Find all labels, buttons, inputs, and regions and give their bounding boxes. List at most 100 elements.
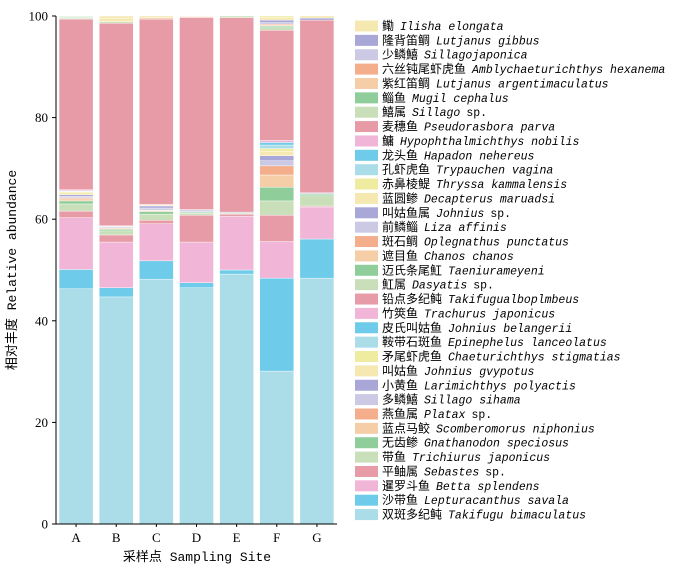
legend-item: 燕鱼属 Platax sp. [355,407,492,422]
legend-scientific-name: Mugil cephalus [412,93,509,106]
legend-item: 鱚属 Sillago sp. [355,105,487,120]
legend-item: 皮氏叫姑鱼 Johnius belangerii [355,321,572,336]
bar-F-gnathanodon-speciosus [259,186,294,202]
legend-label: 龙头鱼 Hapadon nehereus [382,148,535,163]
bar-F-liza-affinis [259,22,294,25]
bar-B-ilisha-elongata [99,15,134,19]
bar-E-takifugualboplmbeus [219,17,254,213]
legend-label: 沙带鱼 Lepturacanthus savala [382,493,569,508]
bar-F-sillago-sihama [259,160,294,167]
legend-scientific-name: Oplegnathus punctatus [424,237,569,250]
bar-F-takifugualboplmbeus [259,30,294,141]
legend-item: 蓝点马鲛 Scomberomorus niphonius [355,420,595,436]
bar-C-chanos-chanos [139,17,174,20]
bar-B-takifugualboplmbeus [99,22,134,227]
bar-G-betta-splendens [299,206,335,240]
legend-swatch [355,77,378,89]
legend-common-name: 鳓 [382,19,394,33]
legend-label: 小黄鱼 Larimichthys polyactis [382,378,576,393]
bar-G-takifugu-bimaculatus [299,277,335,525]
bar-A-sillago-sihama [58,196,94,199]
legend-suffix: sp. [473,280,494,293]
legend-label: 皮氏叫姑鱼 Johnius belangerii [382,321,572,336]
bar-A-mugil-cephalus [58,15,94,17]
legend-swatch [355,307,378,319]
legend-item: 鲻鱼 Mugil cephalus [355,91,509,106]
bar-E-sillago [219,15,254,18]
legend-common-name: 斑石鲷 [382,235,418,249]
bar-A-takifugu-bimaculatus [58,288,94,525]
legend-scientific-name: Platax [424,409,466,422]
legend-scientific-name: Sebastes [424,466,479,479]
bar-C-larimichthys-polyactis [139,205,174,209]
bar-F-platax [259,165,294,176]
bar-E-takifugu-bimaculatus [219,273,254,525]
legend-label: 带鱼 Trichiurus japonicus [382,450,550,465]
x-tick-label: B [112,530,121,545]
bar-B-trichiurus-japonicus [99,230,134,236]
legend-common-name: 鳙 [382,133,394,148]
x-tick-label: G [312,530,321,545]
legend-common-name: 麦穗鱼 [382,120,418,134]
legend-common-name: 孔虾虎鱼 [382,163,430,177]
bar-F [259,15,294,525]
legend-swatch [355,509,378,521]
x-tick-label: A [71,530,81,545]
bar-C-sillago-sihama [139,207,174,211]
legend-swatch [355,379,378,391]
legend-item: 蓝圆鲹 Decapterus maruadsi [355,191,555,206]
bar-C-takifugualboplmbeus [139,18,174,205]
bar-C-sebastes [139,220,174,224]
legend-swatch [355,207,378,219]
legend-swatch [355,264,378,276]
legend-common-name: 紫红笛鲷 [382,75,430,90]
legend-label: 矛尾虾虎鱼 Chaeturichthys stigmatias [382,350,621,365]
bar-C-decapterus-maruadsi [139,15,174,18]
bar-G-johnius [299,17,335,21]
bar-D [179,15,214,525]
legend-swatch [355,178,378,190]
legend-swatch [355,221,378,233]
legend-label: 多鳞鱚 Sillago sihama [382,393,521,408]
legend-swatch [355,351,378,363]
bar-A-takifugualboplmbeus [58,18,94,190]
bar-D-betta-splendens [179,241,214,283]
legend-item: 赤鼻棱鳀 Thryssa kammalensis [355,176,567,192]
legend-swatch [355,494,378,506]
legend-scientific-name: Taeniurameyeni [448,265,545,278]
legend-item: 魟属 Dasyatis sp. [355,278,494,293]
legend-swatch [355,437,378,449]
legend-swatch [355,279,378,291]
legend-scientific-name: Sillago [412,107,460,120]
legend-swatch [355,192,378,204]
bar-B [99,15,134,525]
legend-item: 叫姑鱼属 Johnius sp. [355,206,511,221]
bar-F-taeniurameyeni [259,25,294,28]
y-axis-title: 相对丰度 Relative abundance [4,170,20,370]
legend-swatch [355,365,378,377]
bar-C-takifugu-bimaculatus [139,278,174,525]
legend-label: 斑石鲷 Oplegnathus punctatus [382,235,569,250]
bar-B-betta-splendens [99,241,134,288]
legend-label: 蓝圆鲹 Decapterus maruadsi [382,191,555,206]
legend-common-name: 鞍带石斑鱼 [382,334,442,349]
bar-G-decapterus-maruadsi [299,15,335,19]
legend-common-name: 矛尾虾虎鱼 [382,350,442,364]
legend-scientific-name: Liza affinis [424,222,507,235]
legend-common-name: 沙带鱼 [382,493,418,507]
bar-A-scomberomorus-niphonius [58,198,94,202]
x-tick-label: F [273,530,280,545]
x-tick-label: C [152,530,161,545]
legend-item: 隆背笛鲷 Lutjanus gibbus [355,32,540,48]
bar-F-lepturacanthus-savala [259,277,294,372]
legend-swatch [355,92,378,104]
legend-label: 蓝点马鲛 Scomberomorus niphonius [382,420,595,436]
legend-scientific-name: Thryssa kammalensis [436,179,567,192]
legend-suffix: sp. [485,466,506,479]
legend-swatch [355,250,378,262]
legend-label: 遮目鱼 Chanos chanos [382,248,514,264]
bar-A-trichiurus-japonicus [58,203,94,212]
bar-F-epinephelus-lanceolatus [259,144,294,149]
legend-common-name: 隆背笛鲷 [382,32,430,47]
legend-scientific-name: Decapterus maruadsi [424,193,555,206]
